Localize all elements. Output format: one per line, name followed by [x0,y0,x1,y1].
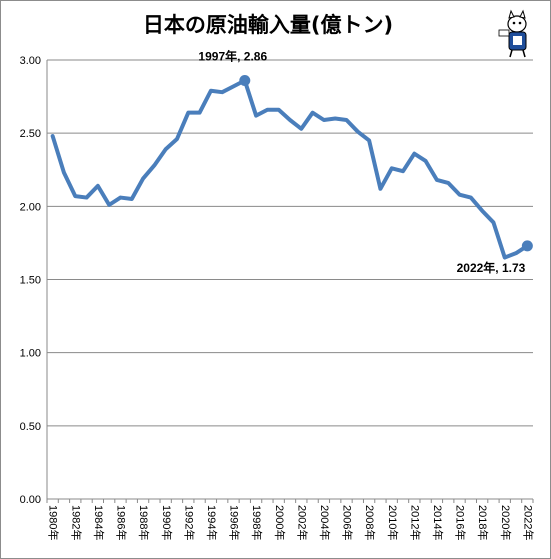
series-line [50,78,530,260]
x-tick-label: 2018年 [476,505,490,540]
y-tick-label: 1.00 [20,348,41,360]
y-tick-label: 0.50 [20,421,41,433]
x-tick-label: 1996年 [228,505,242,540]
x-tick-label: 2004年 [318,505,332,540]
x-tick-label: 2000年 [273,505,287,540]
x-tick-label: 2008年 [363,505,377,540]
x-tick-label: 2010年 [386,505,400,540]
highlight-point-marker [521,240,533,252]
x-tick-label: 2020年 [499,505,513,540]
data-annotation-label: 1997年, 2.86 [198,48,267,63]
x-tick-label: 1988年 [137,505,151,540]
data-annotation-label: 2022年, 1.73 [457,260,526,275]
x-tick-label: 1986年 [115,505,129,540]
y-tick-label: 3.00 [20,55,41,67]
x-tick-label: 2022年 [521,505,535,540]
chart-title: 日本の原油輸入量(億トン) [143,13,393,37]
highlight-point-marker [239,74,251,86]
x-tick-label: 2014年 [431,505,445,540]
x-tick-label: 1984年 [92,505,106,540]
x-tick-label: 1990年 [160,505,174,540]
x-tick-label: 2016年 [454,505,468,540]
x-tick-label: 1980年 [47,505,61,540]
x-tick-label: 2006年 [341,505,355,540]
x-tick-label: 1994年 [205,505,219,540]
x-tick-label: 1992年 [182,505,196,540]
x-tick-label: 1998年 [250,505,264,540]
mascot-logo-icon [498,9,527,58]
x-tick-label: 2002年 [295,505,309,540]
y-tick-label: 2.00 [20,201,41,213]
x-tick-label: 2012年 [408,505,422,540]
y-tick-label: 2.50 [20,128,41,140]
y-tick-label: 1.50 [20,275,41,287]
y-tick-label: 0.00 [20,494,41,506]
x-tick-label: 1982年 [69,505,83,540]
